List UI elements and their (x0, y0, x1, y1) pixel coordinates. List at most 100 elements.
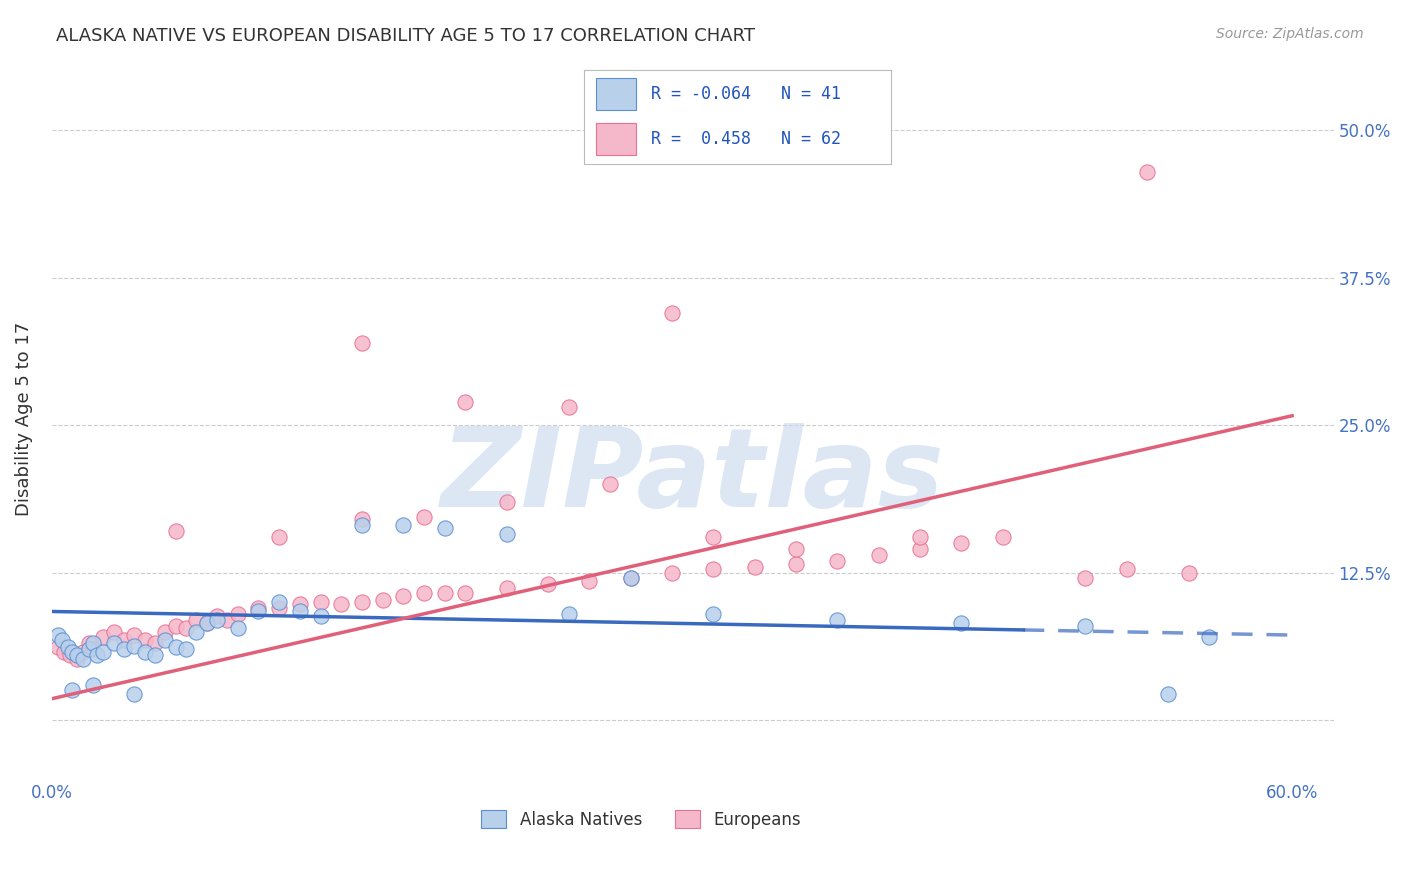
Point (309, 595, 332, 609)
Point (454, 394, 477, 409)
Point (908, 541, 931, 556)
Point (868, 548, 890, 562)
Point (454, 585, 477, 599)
Point (124, 628, 146, 642)
Point (195, 616, 218, 631)
Point (392, 589, 415, 603)
Point (112, 642, 135, 657)
Point (165, 618, 187, 632)
Point (247, 605, 270, 619)
Point (702, 530, 724, 544)
Point (1074, 571, 1097, 585)
Point (620, 571, 643, 585)
Point (412, 510, 434, 524)
Point (495, 495, 517, 509)
Point (112, 632, 135, 647)
Point (785, 541, 807, 556)
Point (827, 613, 849, 627)
Point (350, 518, 373, 533)
Point (269, 601, 291, 615)
Point (143, 648, 166, 662)
Point (1178, 566, 1201, 580)
Point (217, 613, 239, 627)
Point (165, 640, 187, 654)
Point (991, 530, 1014, 544)
Text: Source: ZipAtlas.com: Source: ZipAtlas.com (1216, 27, 1364, 41)
Point (205, 609, 228, 624)
Point (46, 640, 69, 654)
Point (288, 598, 311, 612)
Point (247, 601, 270, 615)
Point (744, 559, 766, 574)
Point (65, 648, 87, 662)
Point (950, 616, 973, 631)
Point (1198, 631, 1220, 645)
Legend: Alaska Natives, Europeans: Alaska Natives, Europeans (475, 804, 808, 835)
Text: ZIPatlas: ZIPatlas (440, 424, 945, 531)
Point (412, 585, 434, 599)
Point (330, 598, 353, 612)
Point (86, 648, 108, 662)
Point (82, 636, 104, 650)
Point (93, 644, 115, 658)
Point (134, 632, 156, 647)
Point (269, 595, 291, 609)
Point (557, 607, 579, 621)
Point (557, 401, 579, 415)
Point (578, 574, 600, 588)
Point (46, 628, 69, 642)
Point (620, 571, 643, 585)
Point (195, 616, 218, 631)
Point (702, 562, 724, 576)
Point (392, 518, 415, 533)
Point (174, 642, 197, 657)
Point (174, 621, 197, 635)
Point (51, 632, 73, 647)
Point (58, 640, 80, 654)
Point (77, 642, 100, 657)
Point (827, 554, 849, 568)
Point (1115, 562, 1137, 576)
Point (82, 642, 104, 657)
Point (134, 644, 156, 658)
Point (65, 651, 87, 665)
Point (1136, 164, 1159, 178)
Point (62, 683, 84, 698)
Point (537, 577, 560, 591)
Point (433, 585, 456, 599)
Point (226, 621, 249, 635)
Point (350, 512, 373, 526)
Point (371, 592, 394, 607)
Point (103, 624, 125, 639)
Point (785, 558, 807, 572)
Point (62, 644, 84, 658)
Point (433, 521, 456, 535)
Point (950, 536, 973, 550)
Point (124, 687, 146, 701)
Point (93, 631, 115, 645)
Text: ALASKA NATIVE VS EUROPEAN DISABILITY AGE 5 TO 17 CORRELATION CHART: ALASKA NATIVE VS EUROPEAN DISABILITY AGE… (56, 27, 755, 45)
Point (309, 609, 332, 624)
Point (103, 636, 125, 650)
Point (77, 636, 100, 650)
Point (495, 526, 517, 541)
Point (908, 530, 931, 544)
Point (155, 624, 177, 639)
Point (495, 581, 517, 595)
Point (269, 530, 291, 544)
Point (165, 524, 187, 539)
Point (186, 624, 208, 639)
Point (1074, 618, 1097, 632)
Point (124, 639, 146, 653)
Point (59, 648, 82, 662)
Point (350, 595, 373, 609)
Point (72, 651, 94, 665)
Point (186, 613, 208, 627)
Point (1157, 687, 1180, 701)
Point (599, 477, 621, 491)
Point (72, 644, 94, 658)
Y-axis label: Disability Age 5 to 17: Disability Age 5 to 17 (15, 322, 32, 516)
Point (226, 607, 249, 621)
Point (82, 677, 104, 691)
Point (288, 605, 311, 619)
